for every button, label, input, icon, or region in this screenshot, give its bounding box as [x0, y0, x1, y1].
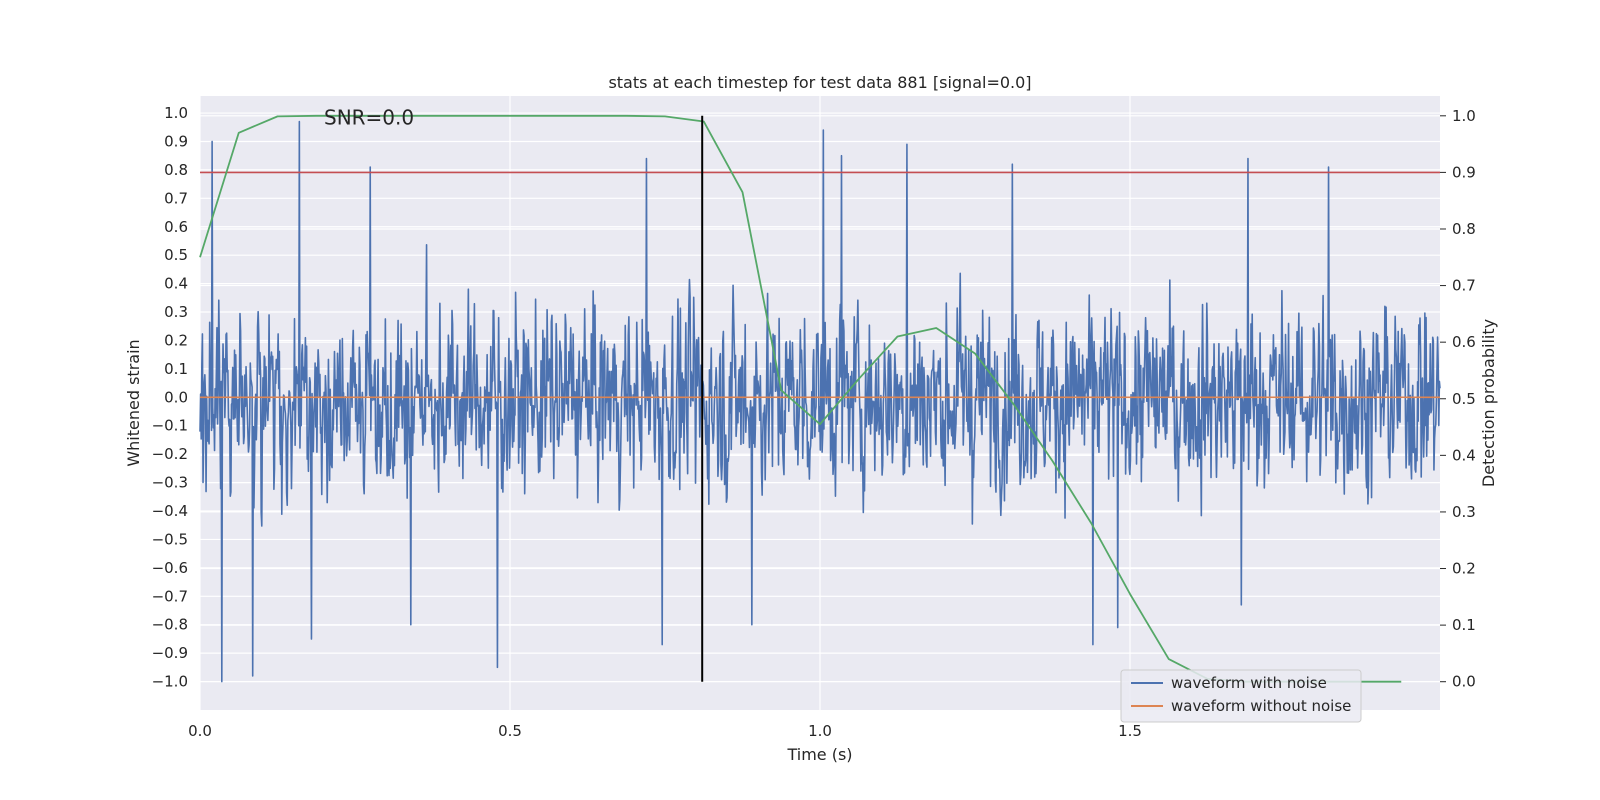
x-tick-label: 0.0 — [188, 722, 212, 740]
legend-label-waveform-with-noise: waveform with noise — [1171, 674, 1327, 692]
y-left-tick-label: 0.8 — [164, 161, 188, 179]
y-right-tick-label: 0.3 — [1452, 503, 1476, 521]
y-left-tick-label: 0.2 — [164, 331, 188, 349]
y-left-tick-label: −0.7 — [152, 587, 188, 605]
y-left-tick-label: −0.2 — [152, 445, 188, 463]
legend-label-waveform-without-noise: waveform without noise — [1171, 697, 1351, 715]
y-left-tick-label: −0.3 — [152, 474, 188, 492]
y-left-tick-label: −0.6 — [152, 559, 188, 577]
y-left-tick-label: −0.8 — [152, 616, 188, 634]
x-tick-label: 1.0 — [808, 722, 832, 740]
y-right-tick-label: 0.8 — [1452, 220, 1476, 238]
y-right-tick-label: 0.6 — [1452, 333, 1476, 351]
x-tick-label: 1.5 — [1118, 722, 1142, 740]
y-left-tick-label: 0.4 — [164, 275, 188, 293]
chart-title: stats at each timestep for test data 881… — [608, 73, 1031, 92]
y-left-tick-label: −0.5 — [152, 530, 188, 548]
y-left-tick-label: 0.0 — [164, 388, 188, 406]
y-left-tick-label: 0.6 — [164, 218, 188, 236]
legend: waveform with noise waveform without noi… — [1120, 669, 1362, 723]
y-right-tick-label: 0.1 — [1452, 616, 1476, 634]
y-right-tick-label: 1.0 — [1452, 107, 1476, 125]
y-left-tick-label: 0.5 — [164, 246, 188, 264]
legend-box — [1120, 669, 1362, 723]
y-right-tick-label: 0.7 — [1452, 277, 1476, 295]
y-right-tick-label: 0.2 — [1452, 560, 1476, 578]
y-left-tick-label: 0.3 — [164, 303, 188, 321]
y-right-tick-label: 0.9 — [1452, 163, 1476, 181]
y-left-tick-label: −0.9 — [152, 644, 188, 662]
y-left-tick-label: 0.9 — [164, 132, 188, 150]
x-axis-label: Time (s) — [786, 745, 852, 764]
x-tick-label: 0.5 — [498, 722, 522, 740]
y-right-tick-label: 0.5 — [1452, 390, 1476, 408]
snr-annotation: SNR=0.0 — [324, 105, 414, 129]
series-waveform-with-noise — [199, 120, 1441, 683]
y-left-tick-label: 0.7 — [164, 189, 188, 207]
y-left-tick-label: −1.0 — [152, 673, 188, 691]
y-right-tick-label: 0.4 — [1452, 446, 1476, 464]
y-axis-label-right: Detection probability — [1479, 319, 1498, 487]
y-left-tick-label: 0.1 — [164, 360, 188, 378]
y-left-tick-label: −0.4 — [152, 502, 188, 520]
y-left-tick-label: 1.0 — [164, 104, 188, 122]
y-left-tick-label: −0.1 — [152, 417, 188, 435]
y-axis-label-left: Whitened strain — [124, 339, 143, 466]
y-right-tick-label: 0.0 — [1452, 673, 1476, 691]
tick-labels: 0.0 0.5 1.0 1.5 1.0 0.9 0.8 0.7 0.6 0.5 0.4 0.3 0.2 0… — [152, 104, 1476, 740]
